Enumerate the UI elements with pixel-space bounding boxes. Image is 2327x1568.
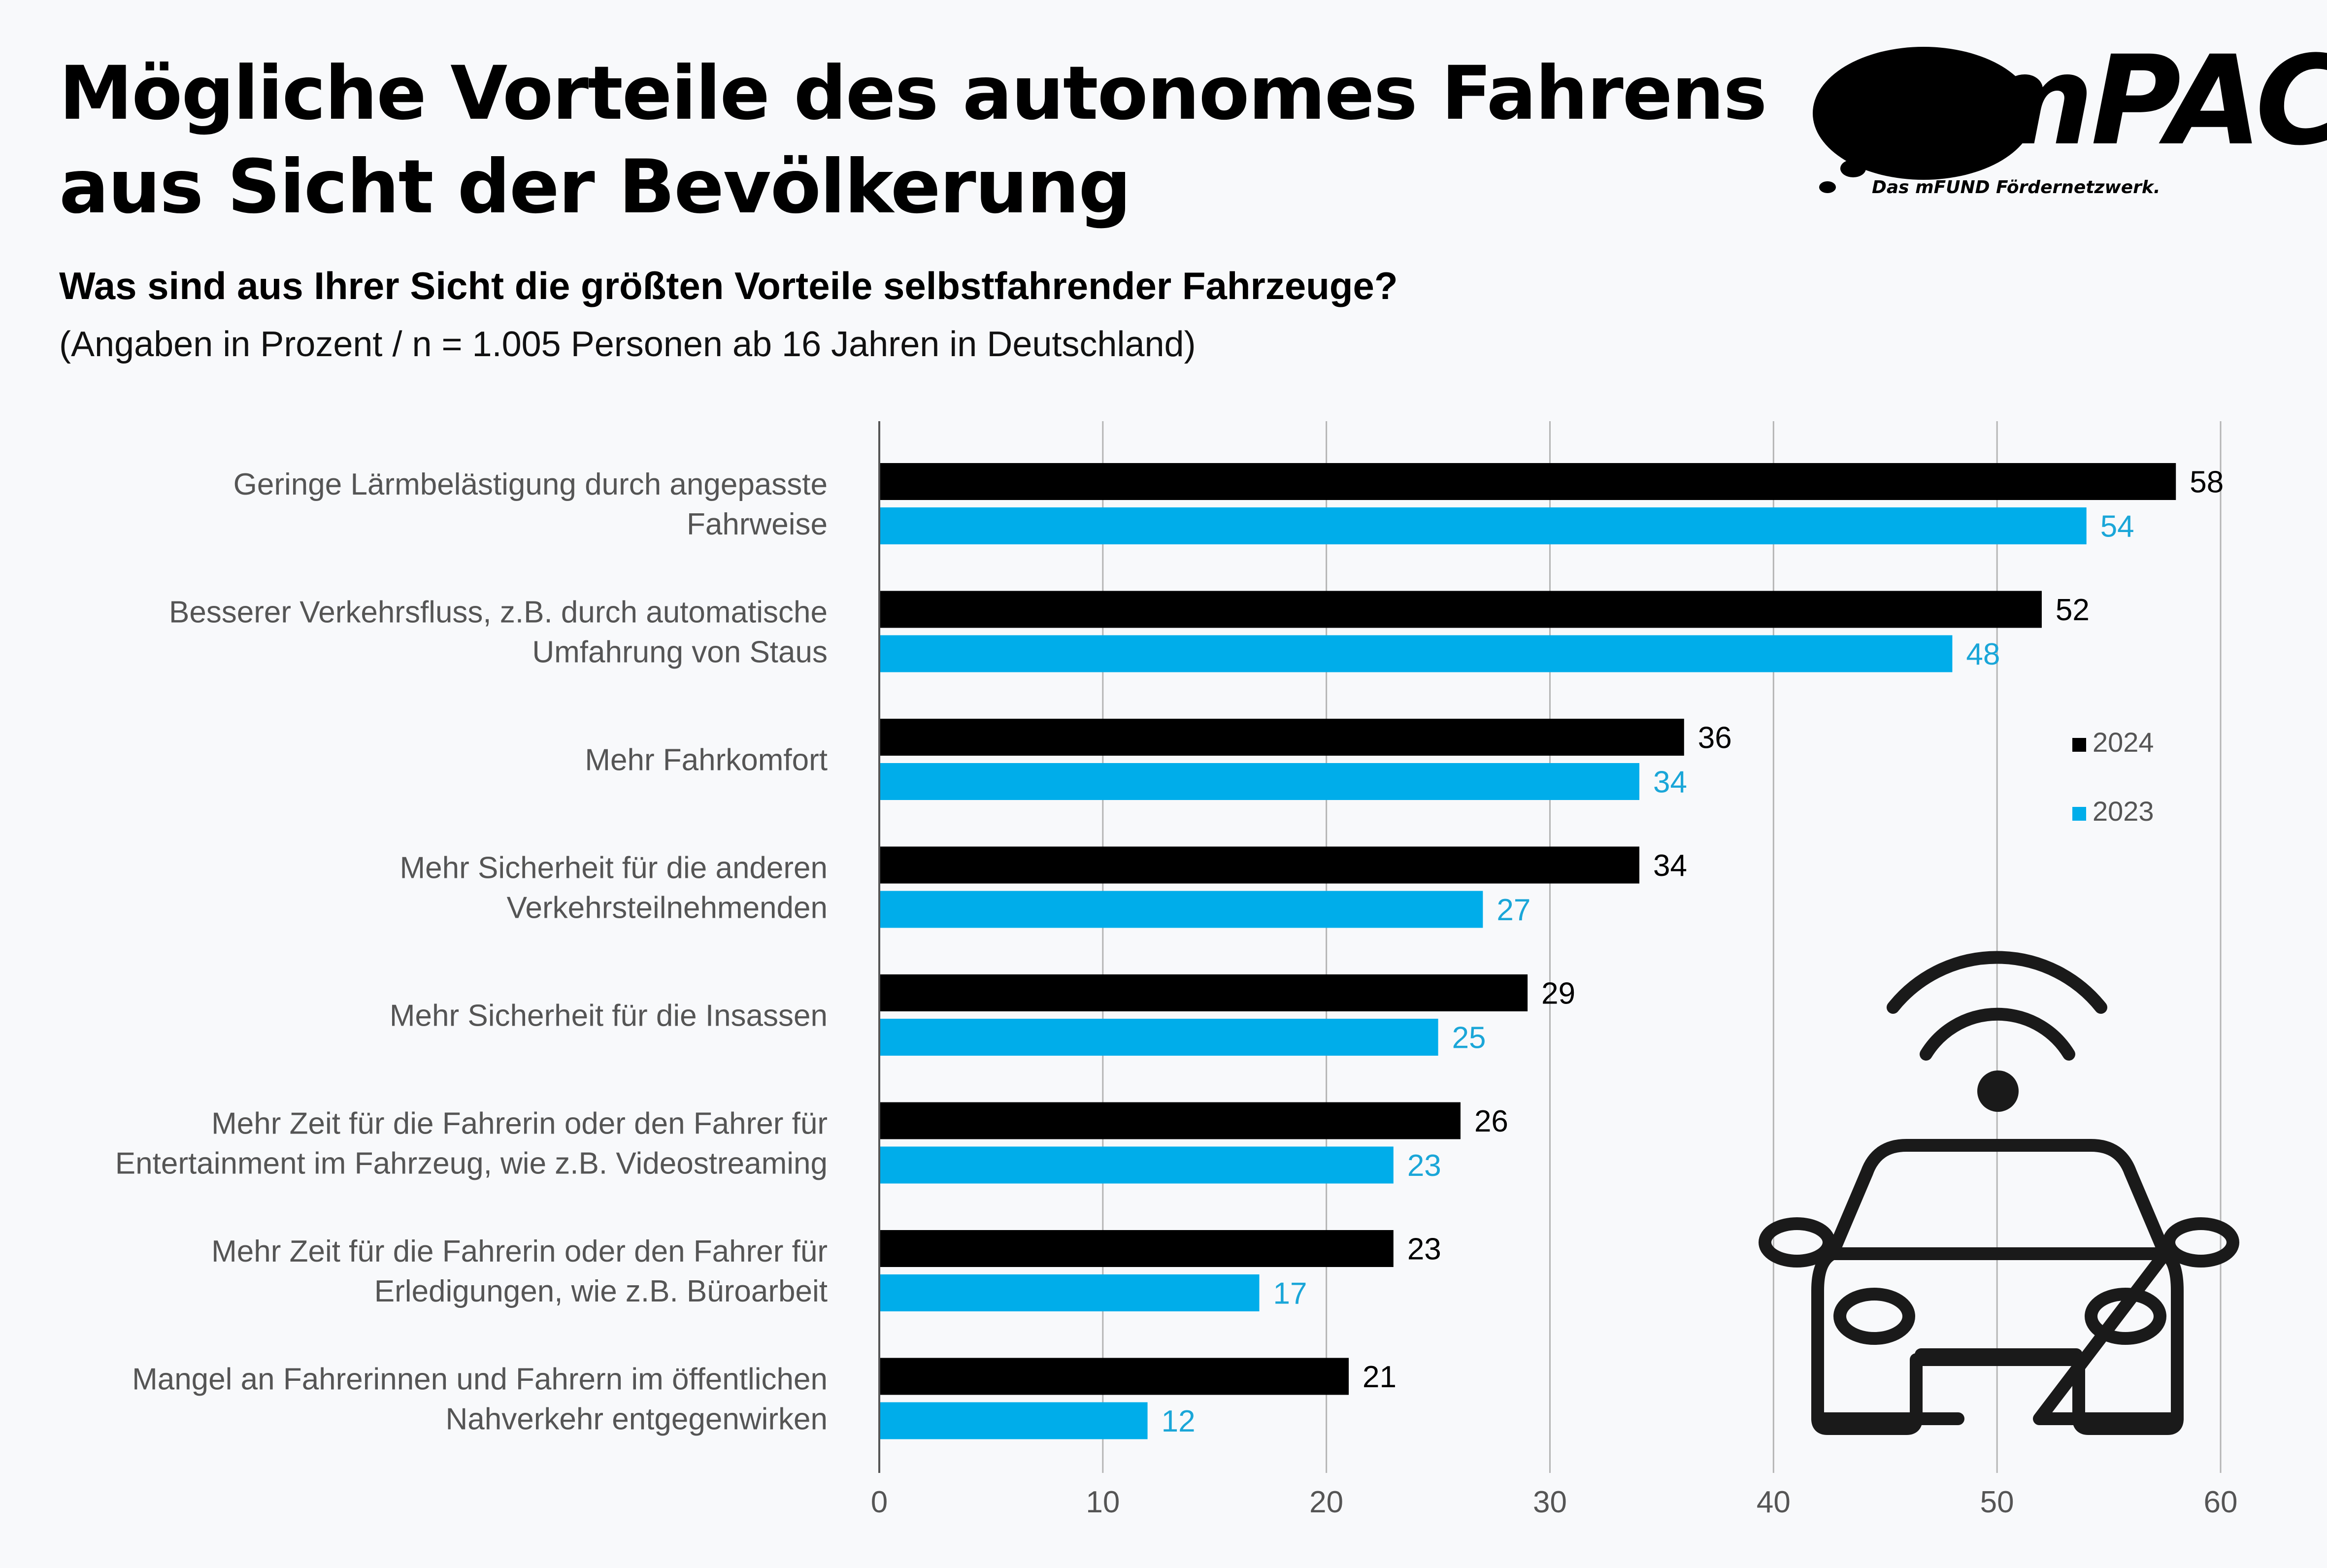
headlight-left <box>1833 1288 1915 1345</box>
bar-2024 <box>879 1230 1394 1267</box>
category-label: Mangel an Fahrerinnen und Fahrern im öff… <box>132 1363 828 1397</box>
category-label: Nahverkehr entgegenwirken <box>446 1402 828 1436</box>
legend-label-2024: 2024 <box>2093 727 2154 758</box>
data-label-2024: 36 <box>1698 721 1732 755</box>
signal-dot <box>1977 1070 2019 1112</box>
x-tick-label: 30 <box>1533 1485 1567 1519</box>
category-label: Geringe Lärmbelästigung durch angepasste <box>233 467 828 501</box>
car-roof <box>1826 1139 2171 1260</box>
title-line-2: aus Sicht der Bevölkerung <box>59 144 1131 230</box>
data-label-2024: 34 <box>1653 849 1687 883</box>
wifi-arc-outer <box>1887 951 2107 1014</box>
data-label-2024: 21 <box>1363 1360 1396 1394</box>
sample-note: (Angaben in Prozent / n = 1.005 Personen… <box>59 325 1196 364</box>
legend-swatch-2023 <box>2072 807 2086 821</box>
category-label: Mehr Sicherheit für die anderen <box>400 851 828 885</box>
data-label-2023: 12 <box>1162 1404 1196 1438</box>
data-label-2024: 26 <box>1474 1104 1508 1138</box>
data-label-2023: 17 <box>1273 1277 1307 1311</box>
thought-bubble-icon <box>1813 47 2034 193</box>
x-tick-label: 10 <box>1086 1485 1120 1519</box>
bar-2023 <box>879 1402 1148 1439</box>
category-label: Mehr Zeit für die Fahrerin oder den Fahr… <box>211 1107 828 1141</box>
category-label: Erledigungen, wie z.B. Büroarbeit <box>374 1274 828 1308</box>
data-label-2023: 25 <box>1452 1021 1486 1055</box>
bar-2023 <box>879 1146 1394 1184</box>
data-label-2024: 29 <box>1541 977 1575 1011</box>
bar-2024 <box>879 719 1684 756</box>
bar-2023 <box>879 1019 1438 1056</box>
logo-tagline: Das mFUND Fördernetzwerk. <box>1872 177 2161 198</box>
wifi-arc-inner <box>1920 1007 2075 1061</box>
x-tick-label: 0 <box>871 1485 888 1519</box>
data-label-2023: 54 <box>2100 510 2134 544</box>
data-label-2024: 58 <box>2190 466 2224 500</box>
mpact-logo: mPACT Das mFUND Fördernetzwerk. <box>1813 39 2327 207</box>
chart-subtitle: Was sind aus Ihrer Sicht die größten Vor… <box>59 264 1398 307</box>
bar-2023 <box>879 1274 1260 1311</box>
data-label-2024: 52 <box>2056 593 2090 627</box>
data-label-2023: 23 <box>1407 1149 1441 1183</box>
autonomous-car-icon <box>1759 951 2239 1435</box>
data-label-2023: 34 <box>1653 766 1687 800</box>
logo-text: mPACT <box>1965 29 2327 172</box>
x-tick-label: 40 <box>1757 1485 1791 1519</box>
headlight-right <box>2085 1288 2166 1345</box>
x-tick-label: 50 <box>1980 1485 2014 1519</box>
mirror-right <box>2162 1217 2239 1268</box>
category-label: Verkehrsteilnehmenden <box>507 891 828 925</box>
x-tick-label: 20 <box>1309 1485 1343 1519</box>
category-label: Mehr Sicherheit für die Insassen <box>390 999 828 1033</box>
bar-2024 <box>879 974 1528 1011</box>
category-label: Entertainment im Fahrzeug, wie z.B. Vide… <box>115 1147 828 1181</box>
bar-2024 <box>879 591 2042 628</box>
bar-2024 <box>879 1102 1461 1139</box>
data-label-2024: 23 <box>1407 1233 1441 1267</box>
legend-swatch-2024 <box>2072 738 2086 752</box>
legend-label-2023: 2023 <box>2093 796 2154 827</box>
mirror-left <box>1759 1217 1835 1268</box>
category-label: Mehr Fahrkomfort <box>585 743 828 777</box>
bar-2023 <box>879 763 1640 800</box>
title-line-1: Mögliche Vorteile des autonomes Fahrens <box>59 51 1767 136</box>
bar-2023 <box>879 891 1483 928</box>
bar-2024 <box>879 846 1640 884</box>
category-label: Fahrweise <box>687 507 828 541</box>
category-label: Mehr Zeit für die Fahrerin oder den Fahr… <box>211 1234 828 1268</box>
bar-2023 <box>879 507 2087 544</box>
bar-2024 <box>879 463 2176 500</box>
category-label: Besserer Verkehrsfluss, z.B. durch autom… <box>169 596 828 630</box>
data-label-2023: 27 <box>1496 893 1530 927</box>
data-label-2023: 48 <box>1966 637 2000 671</box>
x-tick-label: 60 <box>2204 1485 2238 1519</box>
chart-title: Mögliche Vorteile des autonomes Fahrens … <box>59 47 1767 234</box>
bar-2024 <box>879 1358 1349 1395</box>
bar-2023 <box>879 635 1953 672</box>
category-label: Umfahrung von Staus <box>532 635 828 669</box>
